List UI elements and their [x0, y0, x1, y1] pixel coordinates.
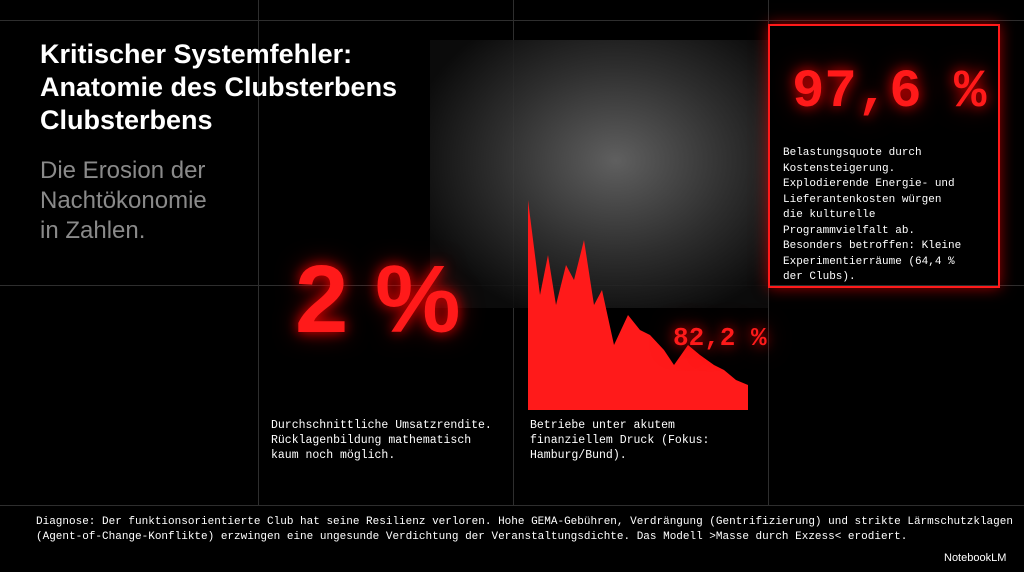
text-line: die kulturelle [783, 209, 876, 221]
title-line: Clubsterbens [40, 105, 213, 135]
subtitle: Die Erosion der Nachtökonomie in Zahlen. [40, 156, 207, 246]
highlight-box [768, 24, 1000, 288]
text-line: (Agent-of-Change-Konflikte) erzwingen ei… [36, 531, 908, 543]
text-line: kaum noch möglich. [271, 449, 396, 462]
grid-line [258, 0, 259, 505]
subtitle-line: Nachtökonomie [40, 187, 207, 214]
subtitle-line: in Zahlen. [40, 217, 146, 244]
background-photo [430, 40, 768, 308]
text-line: Explodierende Energie- und [783, 178, 955, 190]
brand: NotebookLM [944, 552, 1007, 564]
text-line: Betriebe unter akutem [530, 419, 675, 432]
decline-graphic [528, 200, 748, 410]
text-line: Experimentierräume (64,4 % [783, 255, 955, 268]
grid-line [0, 505, 1024, 506]
stat-figure: 97,6 % [792, 62, 987, 123]
stat-text: Betriebe unter akutem finanziellem Druck … [530, 418, 709, 463]
stat-text: Durchschnittliche Umsatzrendite. Rücklage… [271, 418, 492, 463]
text-line: Programmvielfalt ab. [783, 224, 916, 237]
grid-line [0, 20, 1024, 21]
text-line: der Clubs). [783, 271, 856, 283]
text-line: Hamburg/Bund). [530, 449, 627, 462]
text-line: Kostensteigerung. [783, 162, 896, 175]
stat-figure: 82,2 % [673, 323, 767, 353]
title-line: Anatomie des Clubsterbens [40, 72, 398, 102]
text-line: finanziellem Druck (Fokus: [530, 434, 710, 447]
text-line: Rücklagenbildung mathematisch [271, 434, 472, 447]
text-line: Durchschnittliche Umsatzrendite. [271, 419, 492, 432]
diagnosis: Diagnose: Der funktionsorientierte Club … [36, 515, 1013, 545]
subtitle-line: Die Erosion der [40, 157, 206, 184]
stat-figure: 2 % [295, 246, 461, 353]
text-line: Diagnose: Der funktionsorientierte Club … [36, 516, 1013, 528]
text-line: Lieferantenkosten würgen [783, 193, 942, 206]
text-line: Besonders betroffen: Kleine [783, 240, 962, 252]
text-line: Belastungsquote durch [783, 147, 922, 159]
red-area [528, 200, 748, 410]
stat-text: Belastungsquote durch Kostensteigerung. Ex… [783, 146, 961, 286]
title-line: Kritischer Systemfehler: [40, 39, 353, 69]
title: Kritischer Systemfehler: Anatomie des Clu… [40, 38, 397, 137]
